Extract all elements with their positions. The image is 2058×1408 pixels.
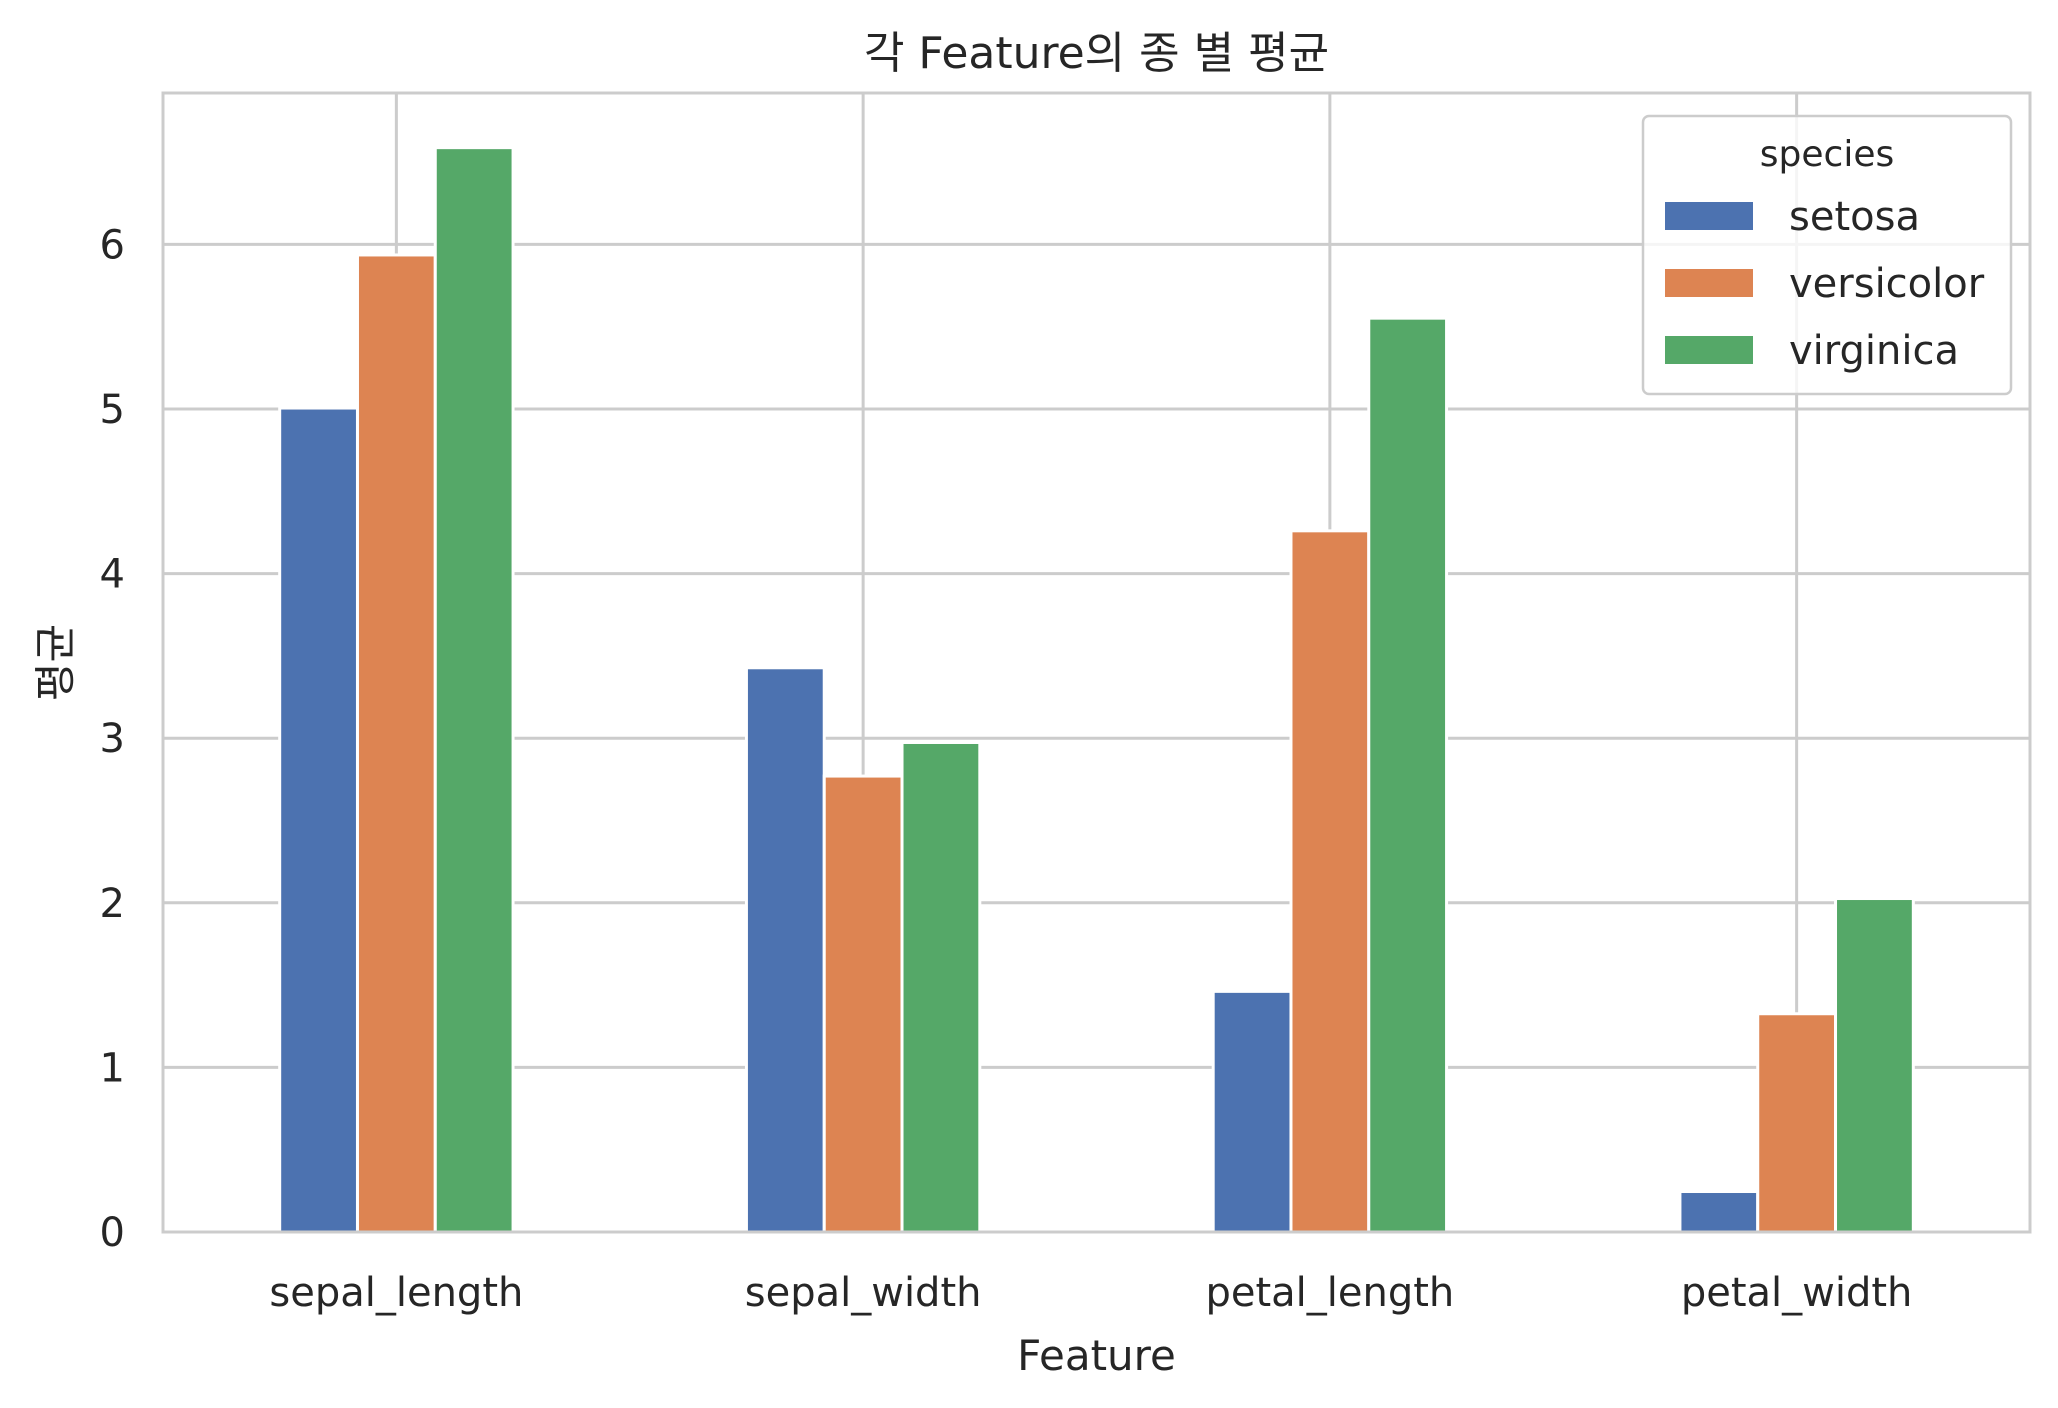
y-tick-label: 6 (100, 222, 125, 268)
bar-virginica-sepal_length (433, 146, 515, 1234)
y-tick-label: 5 (100, 387, 125, 433)
x-tick-label: sepal_width (745, 1270, 982, 1316)
y-tick-label: 0 (100, 1210, 125, 1256)
legend-label-versicolor: versicolor (1789, 261, 1985, 307)
bar-versicolor-sepal_width (822, 774, 904, 1234)
bar-versicolor-sepal_length (355, 253, 437, 1234)
legend-swatch-setosa (1665, 202, 1753, 230)
y-axis-label: 평균 (31, 624, 80, 701)
bar-setosa-petal_width (1678, 1190, 1760, 1234)
y-tick-label: 2 (100, 881, 125, 927)
bar-setosa-petal_length (1211, 989, 1293, 1234)
bar-virginica-petal_width (1834, 897, 1915, 1234)
bars (278, 146, 1915, 1234)
legend-swatch-versicolor (1665, 269, 1753, 297)
legend-title: species (1760, 134, 1894, 175)
y-tick-label: 3 (100, 716, 125, 762)
x-tick-label: sepal_length (269, 1270, 523, 1316)
legend-items: setosa versicolor virginica (1665, 194, 1985, 374)
x-axis-label: Feature (1017, 1331, 1176, 1380)
bar-versicolor-petal_width (1756, 1012, 1838, 1234)
x-tick-labels: sepal_length sepal_width petal_length petal… (269, 1270, 1912, 1316)
bar-setosa-sepal_length (278, 406, 359, 1234)
plot-frame (161, 91, 2032, 1234)
bar-versicolor-petal_length (1289, 529, 1371, 1234)
legend-box (1641, 114, 2013, 396)
legend-label-setosa: setosa (1789, 194, 1920, 240)
legend-swatch-virginica (1665, 336, 1753, 364)
legend-label-virginica: virginica (1789, 328, 1959, 374)
bar-virginica-sepal_width (900, 740, 982, 1234)
x-tick-label: petal_length (1205, 1270, 1454, 1316)
y-tick-label: 4 (100, 552, 125, 598)
legend: species setosa versicolor virginica (1641, 114, 2013, 396)
y-tick-label: 1 (100, 1045, 125, 1091)
chart-title: 각 Feature의 종 별 평균 (864, 28, 1329, 79)
x-tick-label: petal_width (1681, 1270, 1913, 1316)
bar-setosa-sepal_width (744, 666, 826, 1234)
y-tick-labels: 0 1 2 3 4 5 6 (100, 222, 125, 1256)
bar-virginica-petal_length (1367, 316, 1449, 1234)
